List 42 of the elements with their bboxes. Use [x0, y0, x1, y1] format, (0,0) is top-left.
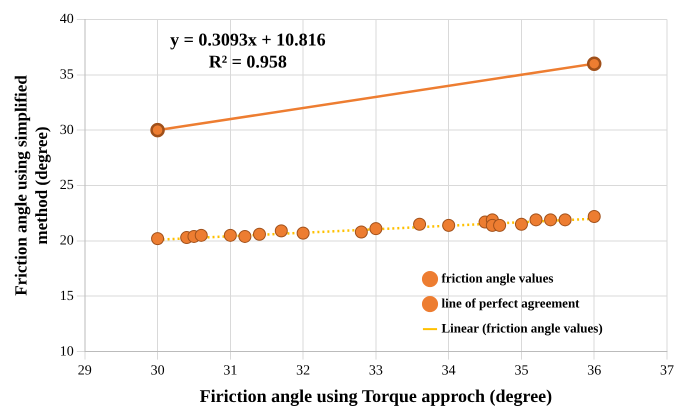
point — [238, 230, 252, 243]
point — [354, 226, 368, 239]
x-tick-label: 32 — [296, 364, 310, 379]
point — [530, 213, 543, 226]
point — [558, 213, 572, 226]
y-tick-label: 30 — [60, 122, 74, 138]
x-tick-label: 36 — [587, 364, 602, 379]
x-axis-title: Firiction angle using Torque approch (degree) — [200, 386, 552, 406]
point — [586, 56, 602, 71]
y-tick-label: 20 — [60, 234, 74, 249]
point — [296, 226, 310, 240]
point — [151, 232, 164, 246]
point — [442, 218, 456, 232]
point — [544, 213, 558, 226]
point — [493, 218, 506, 232]
x-tick-label: 30 — [150, 364, 165, 379]
y-tick-label: 10 — [60, 344, 74, 360]
point — [514, 218, 528, 231]
annotation: R² = 0.958 — [208, 51, 287, 72]
x-tick-label: 29 — [78, 364, 92, 379]
y-tick-label: 35 — [60, 67, 74, 82]
point — [413, 218, 426, 231]
point — [369, 222, 382, 236]
legend-label: friction angle values — [442, 270, 554, 286]
legend-label: line of perfect agreement — [442, 295, 580, 310]
point — [150, 122, 165, 138]
x-tick-label: 33 — [368, 364, 383, 379]
x-tick-label: 35 — [514, 364, 528, 379]
y-tick-label: 25 — [60, 178, 74, 194]
x-tick-label: 34 — [442, 364, 456, 379]
annotation: y = 0.3093x + 10.816 — [170, 29, 326, 50]
point — [588, 210, 601, 224]
x-tick-label: 31 — [223, 364, 238, 379]
point — [274, 224, 288, 238]
point — [224, 228, 237, 242]
y-tick-label: 40 — [60, 12, 74, 28]
point — [194, 228, 208, 242]
legend-label: Linear (friction angle values) — [442, 320, 603, 336]
point — [252, 228, 266, 241]
y-axis-title: Friction angle using simplified method (degree) — [12, 74, 51, 296]
y-tick-label: 15 — [60, 288, 74, 304]
x-tick-label: 37 — [660, 364, 674, 379]
